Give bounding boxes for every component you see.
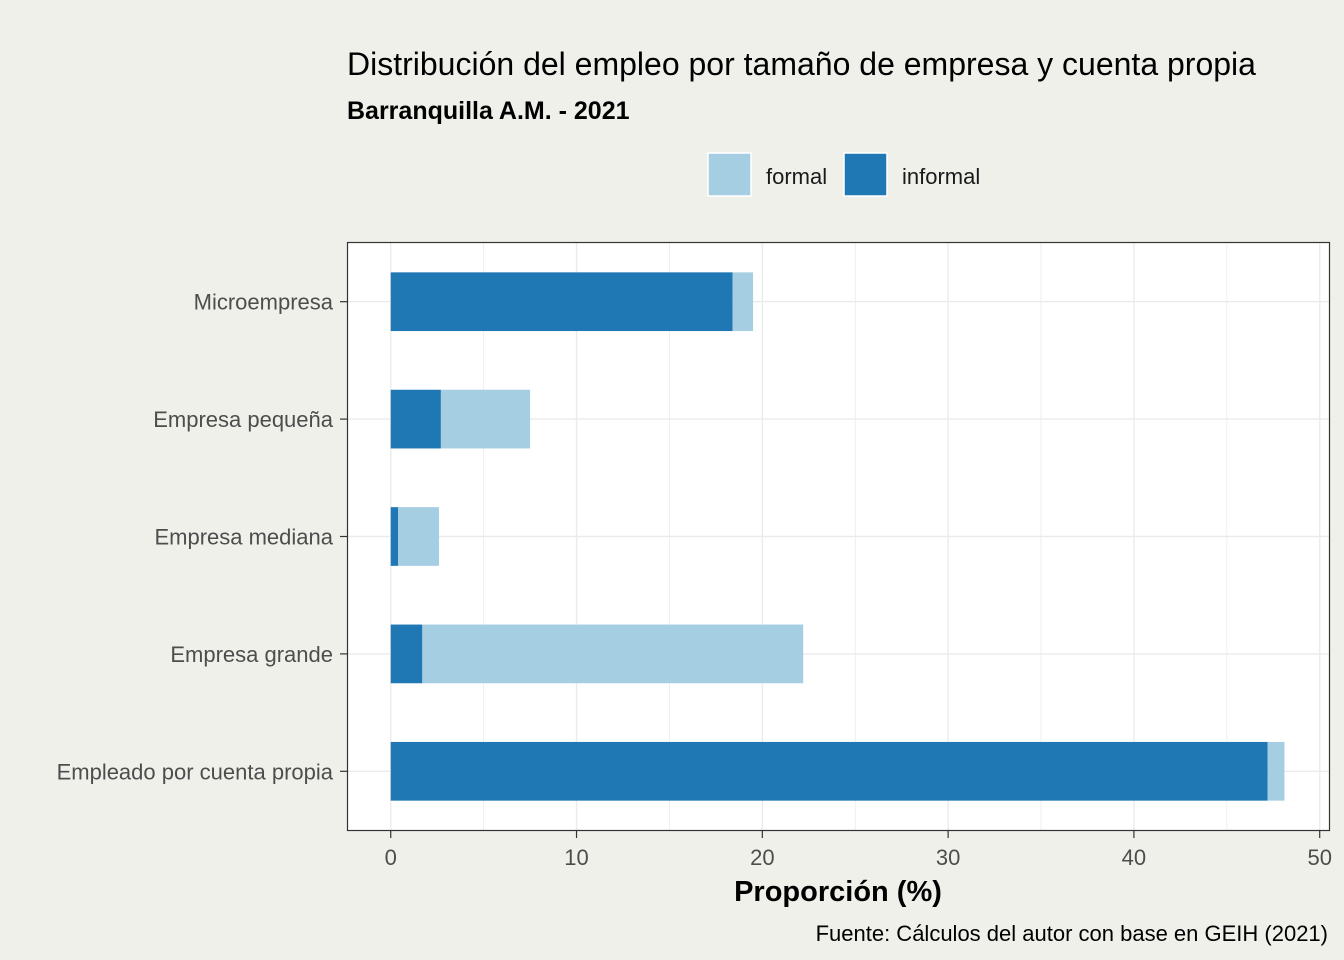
x-tick-label: 0 — [385, 845, 397, 870]
y-tick-label: Empresa pequeña — [153, 407, 334, 432]
bars — [390, 272, 1285, 801]
chart-title: Distribución del empleo por tamaño de em… — [347, 46, 1256, 82]
bar-informal — [390, 507, 399, 566]
y-tick-label: Empresa grande — [170, 642, 333, 667]
bar-formal — [422, 624, 804, 684]
x-tick-label: 50 — [1307, 845, 1331, 870]
legend-label-informal: informal — [902, 164, 980, 189]
bar-formal — [398, 507, 440, 566]
legend-key-formal — [707, 152, 752, 197]
legend-key-informal — [843, 152, 888, 197]
y-tick-label: Microempresa — [194, 290, 334, 315]
bar-informal — [390, 389, 441, 449]
legend: formal informal — [707, 152, 980, 197]
y-tick-label: Empresa mediana — [154, 525, 333, 550]
x-tick-label: 20 — [750, 845, 774, 870]
chart-caption: Fuente: Cálculos del autor con base en G… — [816, 921, 1328, 946]
y-tick-label: Empleado por cuenta propia — [57, 759, 334, 784]
x-tick-label: 10 — [564, 845, 588, 870]
x-axis-title: Proporción (%) — [734, 876, 942, 908]
bar-formal — [1267, 741, 1285, 801]
bar-informal — [390, 624, 423, 684]
bar-formal — [440, 389, 531, 449]
x-tick-label: 40 — [1122, 845, 1146, 870]
bar-formal — [732, 272, 754, 332]
y-axis: Microempresa Empresa pequeña Empresa media… — [57, 290, 348, 784]
bar-informal — [390, 272, 733, 332]
legend-label-formal: formal — [766, 164, 827, 189]
x-tick-label: 30 — [936, 845, 960, 870]
x-axis: 0 10 20 30 40 50 — [385, 830, 1332, 870]
chart-subtitle: Barranquilla A.M. - 2021 — [347, 97, 630, 125]
bar-informal — [390, 741, 1268, 801]
